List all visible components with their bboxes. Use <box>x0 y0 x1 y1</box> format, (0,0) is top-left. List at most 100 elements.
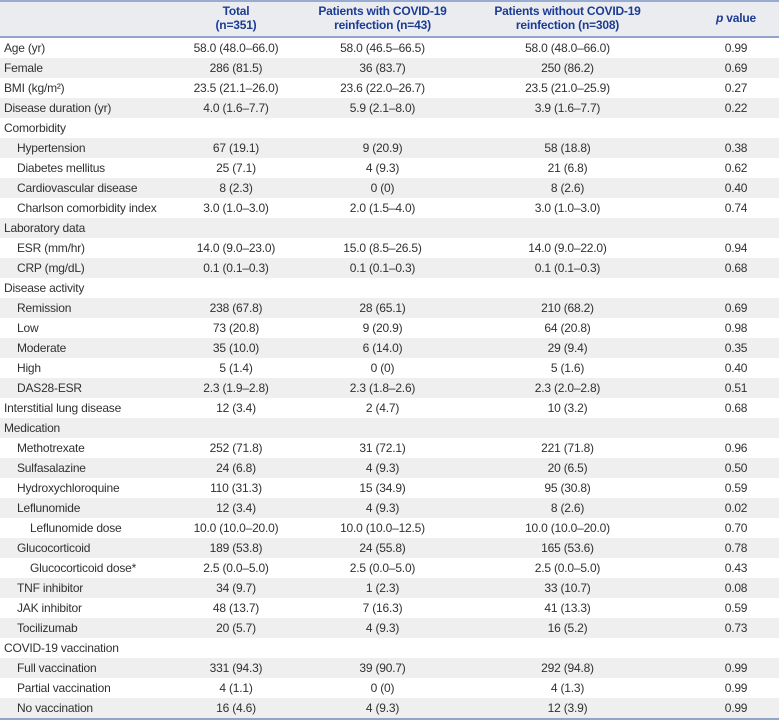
no-reinfection-value: 20 (6.5) <box>547 461 588 475</box>
reinfection-value: 1 (2.3) <box>365 581 400 595</box>
table-row: Glucocorticoid dose* 2.5 (0.0–5.0) 2.5 (… <box>0 558 779 578</box>
row-label: COVID-19 vaccination <box>4 641 119 655</box>
no-reinfection-value: 10.0 (10.0–20.0) <box>525 521 610 535</box>
reinfection-value: 58.0 (46.5–66.5) <box>340 41 425 55</box>
p-value: 0.69 <box>724 301 748 315</box>
reinfection-value: 28 (65.1) <box>359 301 406 315</box>
total-value: 4 (1.1) <box>219 681 253 695</box>
reinfection-value: 9 (20.9) <box>362 321 403 335</box>
section-row: COVID-19 vaccination <box>0 638 779 658</box>
no-reinfection-value: 221 (71.8) <box>541 441 594 455</box>
header-total-column: Total (n=351) <box>182 4 290 32</box>
header-total-line1: Total <box>222 4 250 18</box>
row-label: Hypertension <box>17 141 86 155</box>
row-label: BMI (kg/m²) <box>4 81 65 95</box>
header-no-reinfection-line2: reinfection (n=308) <box>515 17 620 32</box>
reinfection-value: 5.9 (2.1–8.0) <box>349 101 416 115</box>
table-row: Low 73 (20.8) 9 (20.9) 64 (20.8) 0.98 <box>0 318 779 338</box>
total-value: 4.0 (1.6–7.7) <box>203 101 269 115</box>
no-reinfection-value: 2.3 (2.0–2.8) <box>534 381 601 395</box>
table-row: Moderate 35 (10.0) 6 (14.0) 29 (9.4) 0.3… <box>0 338 779 358</box>
reinfection-value: 2.0 (1.5–4.0) <box>349 201 416 215</box>
row-label: Methotrexate <box>17 441 85 455</box>
no-reinfection-value: 95 (30.8) <box>544 481 591 495</box>
row-label: Charlson comorbidity index <box>17 201 157 215</box>
total-value: 67 (19.1) <box>212 141 260 155</box>
reinfection-value: 4 (9.3) <box>365 161 400 175</box>
table-row: TNF inhibitor 34 (9.7) 1 (2.3) 33 (10.7)… <box>0 578 779 598</box>
reinfection-value: 6 (14.0) <box>362 341 403 355</box>
header-pvalue-column: p value <box>660 11 779 26</box>
reinfection-value: 7 (16.3) <box>362 601 403 615</box>
p-value: 0.99 <box>724 701 748 715</box>
p-value: 0.78 <box>724 541 748 555</box>
p-value: 0.68 <box>724 261 748 275</box>
p-value: 0.22 <box>724 101 748 115</box>
row-label: Hydroxychloroquine <box>17 481 120 495</box>
no-reinfection-value: 58.0 (48.0–66.0) <box>525 41 610 55</box>
row-label: Moderate <box>17 341 67 355</box>
total-value: 14.0 (9.0–23.0) <box>196 241 276 255</box>
total-value: 16 (4.6) <box>216 701 256 715</box>
reinfection-value: 2.5 (0.0–5.0) <box>349 561 416 575</box>
table-row: Partial vaccination 4 (1.1) 0 (0) 4 (1.3… <box>0 678 779 698</box>
p-value: 0.99 <box>724 41 748 55</box>
no-reinfection-value: 29 (9.4) <box>547 341 588 355</box>
total-value: 12 (3.4) <box>216 401 256 415</box>
total-value: 3.0 (1.0–3.0) <box>203 201 269 215</box>
row-label: No vaccination <box>17 701 93 715</box>
total-value: 189 (53.8) <box>209 541 263 555</box>
row-label: Leflunomide dose <box>30 521 122 535</box>
header-no-reinfection-line1: Patients without COVID-19 <box>494 4 641 18</box>
reinfection-value: 39 (90.7) <box>359 661 406 675</box>
total-value: 48 (13.7) <box>212 601 260 615</box>
row-label: Female <box>4 61 43 75</box>
table-row: Female 286 (81.5) 36 (83.7) 250 (86.2) 0… <box>0 58 779 78</box>
no-reinfection-value: 210 (68.2) <box>541 301 594 315</box>
no-reinfection-value: 64 (20.8) <box>544 321 591 335</box>
table-row: ESR (mm/hr) 14.0 (9.0–23.0) 15.0 (8.5–26… <box>0 238 779 258</box>
row-label: Tocilizumab <box>17 621 78 635</box>
p-value: 0.27 <box>724 81 748 95</box>
reinfection-value: 15.0 (8.5–26.5) <box>343 241 422 255</box>
total-value: 12 (3.4) <box>216 501 256 515</box>
p-value: 0.43 <box>724 561 748 575</box>
no-reinfection-value: 3.0 (1.0–3.0) <box>534 201 601 215</box>
reinfection-value: 9 (20.9) <box>362 141 403 155</box>
reinfection-value: 4 (9.3) <box>365 461 400 475</box>
reinfection-value: 0 (0) <box>370 681 395 695</box>
table-row: High 5 (1.4) 0 (0) 5 (1.6) 0.40 <box>0 358 779 378</box>
row-label: Sulfasalazine <box>17 461 86 475</box>
table-row: Charlson comorbidity index 3.0 (1.0–3.0)… <box>0 198 779 218</box>
header-reinfection-column: Patients with COVID-19 reinfection (n=43… <box>290 4 475 32</box>
no-reinfection-value: 3.9 (1.6–7.7) <box>534 101 601 115</box>
header-no-reinfection-column: Patients without COVID-19 reinfection (n… <box>475 4 660 32</box>
p-value: 0.98 <box>724 321 748 335</box>
reinfection-value: 4 (9.3) <box>365 621 400 635</box>
row-label: Full vaccination <box>17 661 97 675</box>
table-row: Cardiovascular disease 8 (2.3) 0 (0) 8 (… <box>0 178 779 198</box>
row-label: Age (yr) <box>4 41 46 55</box>
reinfection-value: 2 (4.7) <box>365 401 400 415</box>
reinfection-value: 0 (0) <box>370 361 395 375</box>
p-value: 0.73 <box>724 621 748 635</box>
reinfection-value: 15 (34.9) <box>359 481 406 495</box>
no-reinfection-value: 2.5 (0.0–5.0) <box>534 561 601 575</box>
row-label: Partial vaccination <box>17 681 111 695</box>
no-reinfection-value: 33 (10.7) <box>544 581 591 595</box>
reinfection-value: 0.1 (0.1–0.3) <box>349 261 416 275</box>
table-row: Full vaccination 331 (94.3) 39 (90.7) 29… <box>0 658 779 678</box>
table-row: Diabetes mellitus 25 (7.1) 4 (9.3) 21 (6… <box>0 158 779 178</box>
no-reinfection-value: 8 (2.6) <box>550 501 585 515</box>
p-value: 0.35 <box>724 341 748 355</box>
table-body: Age (yr) 58.0 (48.0–66.0) 58.0 (46.5–66.… <box>0 38 779 718</box>
no-reinfection-value: 12 (3.9) <box>547 701 588 715</box>
section-row: Disease activity <box>0 278 779 298</box>
total-value: 331 (94.3) <box>209 661 263 675</box>
row-label: JAK inhibitor <box>17 601 82 615</box>
reinfection-value: 24 (55.8) <box>359 541 406 555</box>
row-label: Low <box>17 321 39 335</box>
total-value: 238 (67.8) <box>209 301 263 315</box>
row-label: Laboratory data <box>4 221 86 235</box>
